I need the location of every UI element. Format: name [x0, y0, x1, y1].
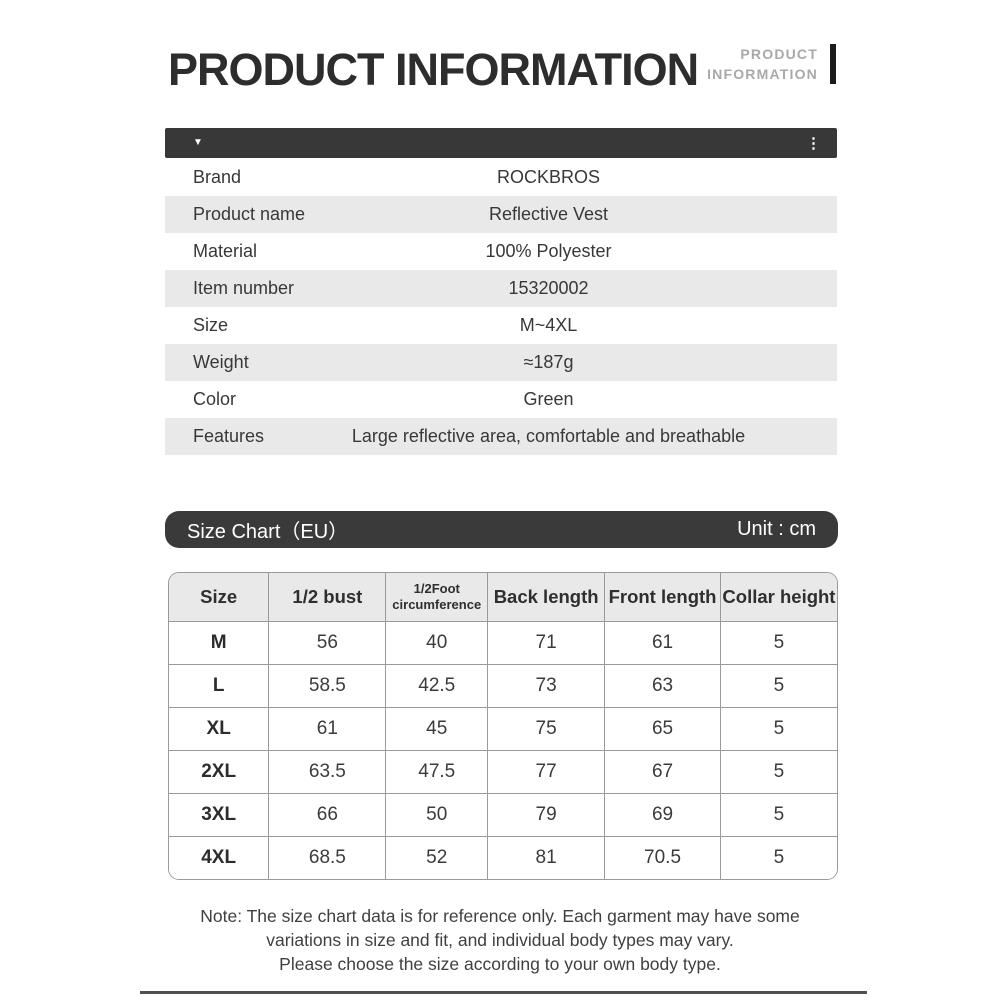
corner-mark-line1: PRODUCT: [740, 46, 818, 62]
table-row: M 56 40 71 61 5: [169, 621, 837, 665]
cell-size: 3XL: [169, 793, 270, 837]
cell-value: 47.5: [385, 750, 489, 794]
corner-mark: PRODUCT INFORMATION: [707, 44, 836, 84]
size-note-line2: variations in size and fit, and individu…: [266, 930, 734, 950]
size-chart-title: Size Chart（EU）: [187, 521, 349, 543]
spec-table-header-bar: ▼ ⋮: [165, 128, 837, 158]
cell-value: 5: [719, 621, 837, 665]
spec-list: Brand ROCKBROS Product name Reflective V…: [165, 159, 837, 455]
cell-value: 61: [604, 621, 721, 665]
corner-mark-text: PRODUCT INFORMATION: [707, 44, 818, 84]
cell-value: 79: [487, 793, 606, 837]
spec-value: Reflective Vest: [488, 204, 609, 224]
cell-value: 56: [268, 621, 387, 665]
cell-value: 50: [385, 793, 489, 837]
col-header-back-length: Back length: [487, 573, 606, 622]
cell-value: 5: [719, 836, 837, 879]
spec-label: Product name: [193, 204, 306, 224]
cell-size: 2XL: [169, 750, 270, 794]
col-header-front-length: Front length: [604, 573, 721, 622]
spec-value: Large reflective area, comfortable and b…: [351, 426, 746, 446]
table-row: L 58.5 42.5 73 63 5: [169, 664, 837, 708]
cell-value: 71: [487, 621, 606, 665]
spec-row-material: Material 100% Polyester: [165, 233, 837, 270]
cell-value: 5: [719, 750, 837, 794]
table-row: 4XL 68.5 52 81 70.5 5: [169, 836, 837, 879]
cell-value: 66: [268, 793, 387, 837]
cell-value: 45: [385, 707, 489, 751]
cell-value: 63: [604, 664, 721, 708]
size-chart-unit: Unit : cm: [737, 518, 816, 540]
spec-label: Material: [193, 241, 258, 261]
cell-value: 69: [604, 793, 721, 837]
cell-value: 67: [604, 750, 721, 794]
size-note-line1: Note: The size chart data is for referen…: [200, 906, 800, 926]
spec-row-color: Color Green: [165, 381, 837, 418]
kebab-menu-icon[interactable]: ⋮: [806, 134, 821, 152]
spec-value: ROCKBROS: [496, 167, 601, 187]
cell-value: 61: [268, 707, 387, 751]
col-header-half-foot-circumference: 1/2Foot circumference: [385, 573, 489, 622]
col-header-size: Size: [169, 573, 270, 622]
size-chart-header-row: Size 1/2 bust 1/2Foot circumference Back…: [169, 573, 837, 622]
size-chart-table: Size 1/2 bust 1/2Foot circumference Back…: [168, 572, 838, 880]
spec-row-product-name: Product name Reflective Vest: [165, 196, 837, 233]
cell-value: 65: [604, 707, 721, 751]
spec-value: ≈187g: [523, 352, 574, 372]
cell-value: 77: [487, 750, 606, 794]
cell-size: XL: [169, 707, 270, 751]
spec-label: Color: [193, 389, 237, 409]
cell-value: 5: [719, 707, 837, 751]
table-row: 2XL 63.5 47.5 77 67 5: [169, 750, 837, 794]
page-title: PRODUCT INFORMATION: [168, 44, 699, 95]
spec-label: Brand: [193, 167, 242, 187]
spec-label: Size: [193, 315, 229, 335]
cell-value: 5: [719, 793, 837, 837]
size-chart-title-bar: Size Chart（EU） Unit : cm: [165, 511, 838, 548]
cell-value: 42.5: [385, 664, 489, 708]
cell-value: 81: [487, 836, 606, 879]
table-row: XL 61 45 75 65 5: [169, 707, 837, 751]
spec-label: Features: [193, 426, 265, 446]
cell-value: 68.5: [268, 836, 387, 879]
cell-value: 73: [487, 664, 606, 708]
cell-value: 75: [487, 707, 606, 751]
corner-mark-line2: INFORMATION: [707, 66, 818, 82]
cell-value: 52: [385, 836, 489, 879]
spec-label: Item number: [193, 278, 295, 298]
cell-size: L: [169, 664, 270, 708]
cell-value: 40: [385, 621, 489, 665]
dropdown-arrow-icon[interactable]: ▼: [193, 137, 203, 148]
spec-row-item-number: Item number 15320002: [165, 270, 837, 307]
cell-value: 63.5: [268, 750, 387, 794]
spec-row-weight: Weight ≈187g: [165, 344, 837, 381]
corner-accent-bar: [830, 44, 836, 84]
table-row: 3XL 66 50 79 69 5: [169, 793, 837, 837]
spec-value: 15320002: [508, 278, 589, 298]
spec-value: 100% Polyester: [485, 241, 612, 261]
cell-value: 58.5: [268, 664, 387, 708]
col-header-half-bust: 1/2 bust: [268, 573, 387, 622]
spec-row-brand: Brand ROCKBROS: [165, 159, 837, 196]
bottom-divider: [140, 991, 867, 994]
cell-size: 4XL: [169, 836, 270, 879]
spec-row-size: Size M~4XL: [165, 307, 837, 344]
spec-value: Green: [523, 389, 574, 409]
spec-row-features: Features Large reflective area, comforta…: [165, 418, 837, 455]
col-header-collar-height: Collar height: [719, 573, 837, 622]
spec-value: M~4XL: [519, 315, 578, 335]
size-note-line3: Please choose the size according to your…: [279, 954, 721, 974]
cell-value: 5: [719, 664, 837, 708]
cell-value: 70.5: [604, 836, 721, 879]
cell-size: M: [169, 621, 270, 665]
spec-label: Weight: [193, 352, 249, 372]
size-note: Note: The size chart data is for referen…: [0, 904, 1000, 976]
